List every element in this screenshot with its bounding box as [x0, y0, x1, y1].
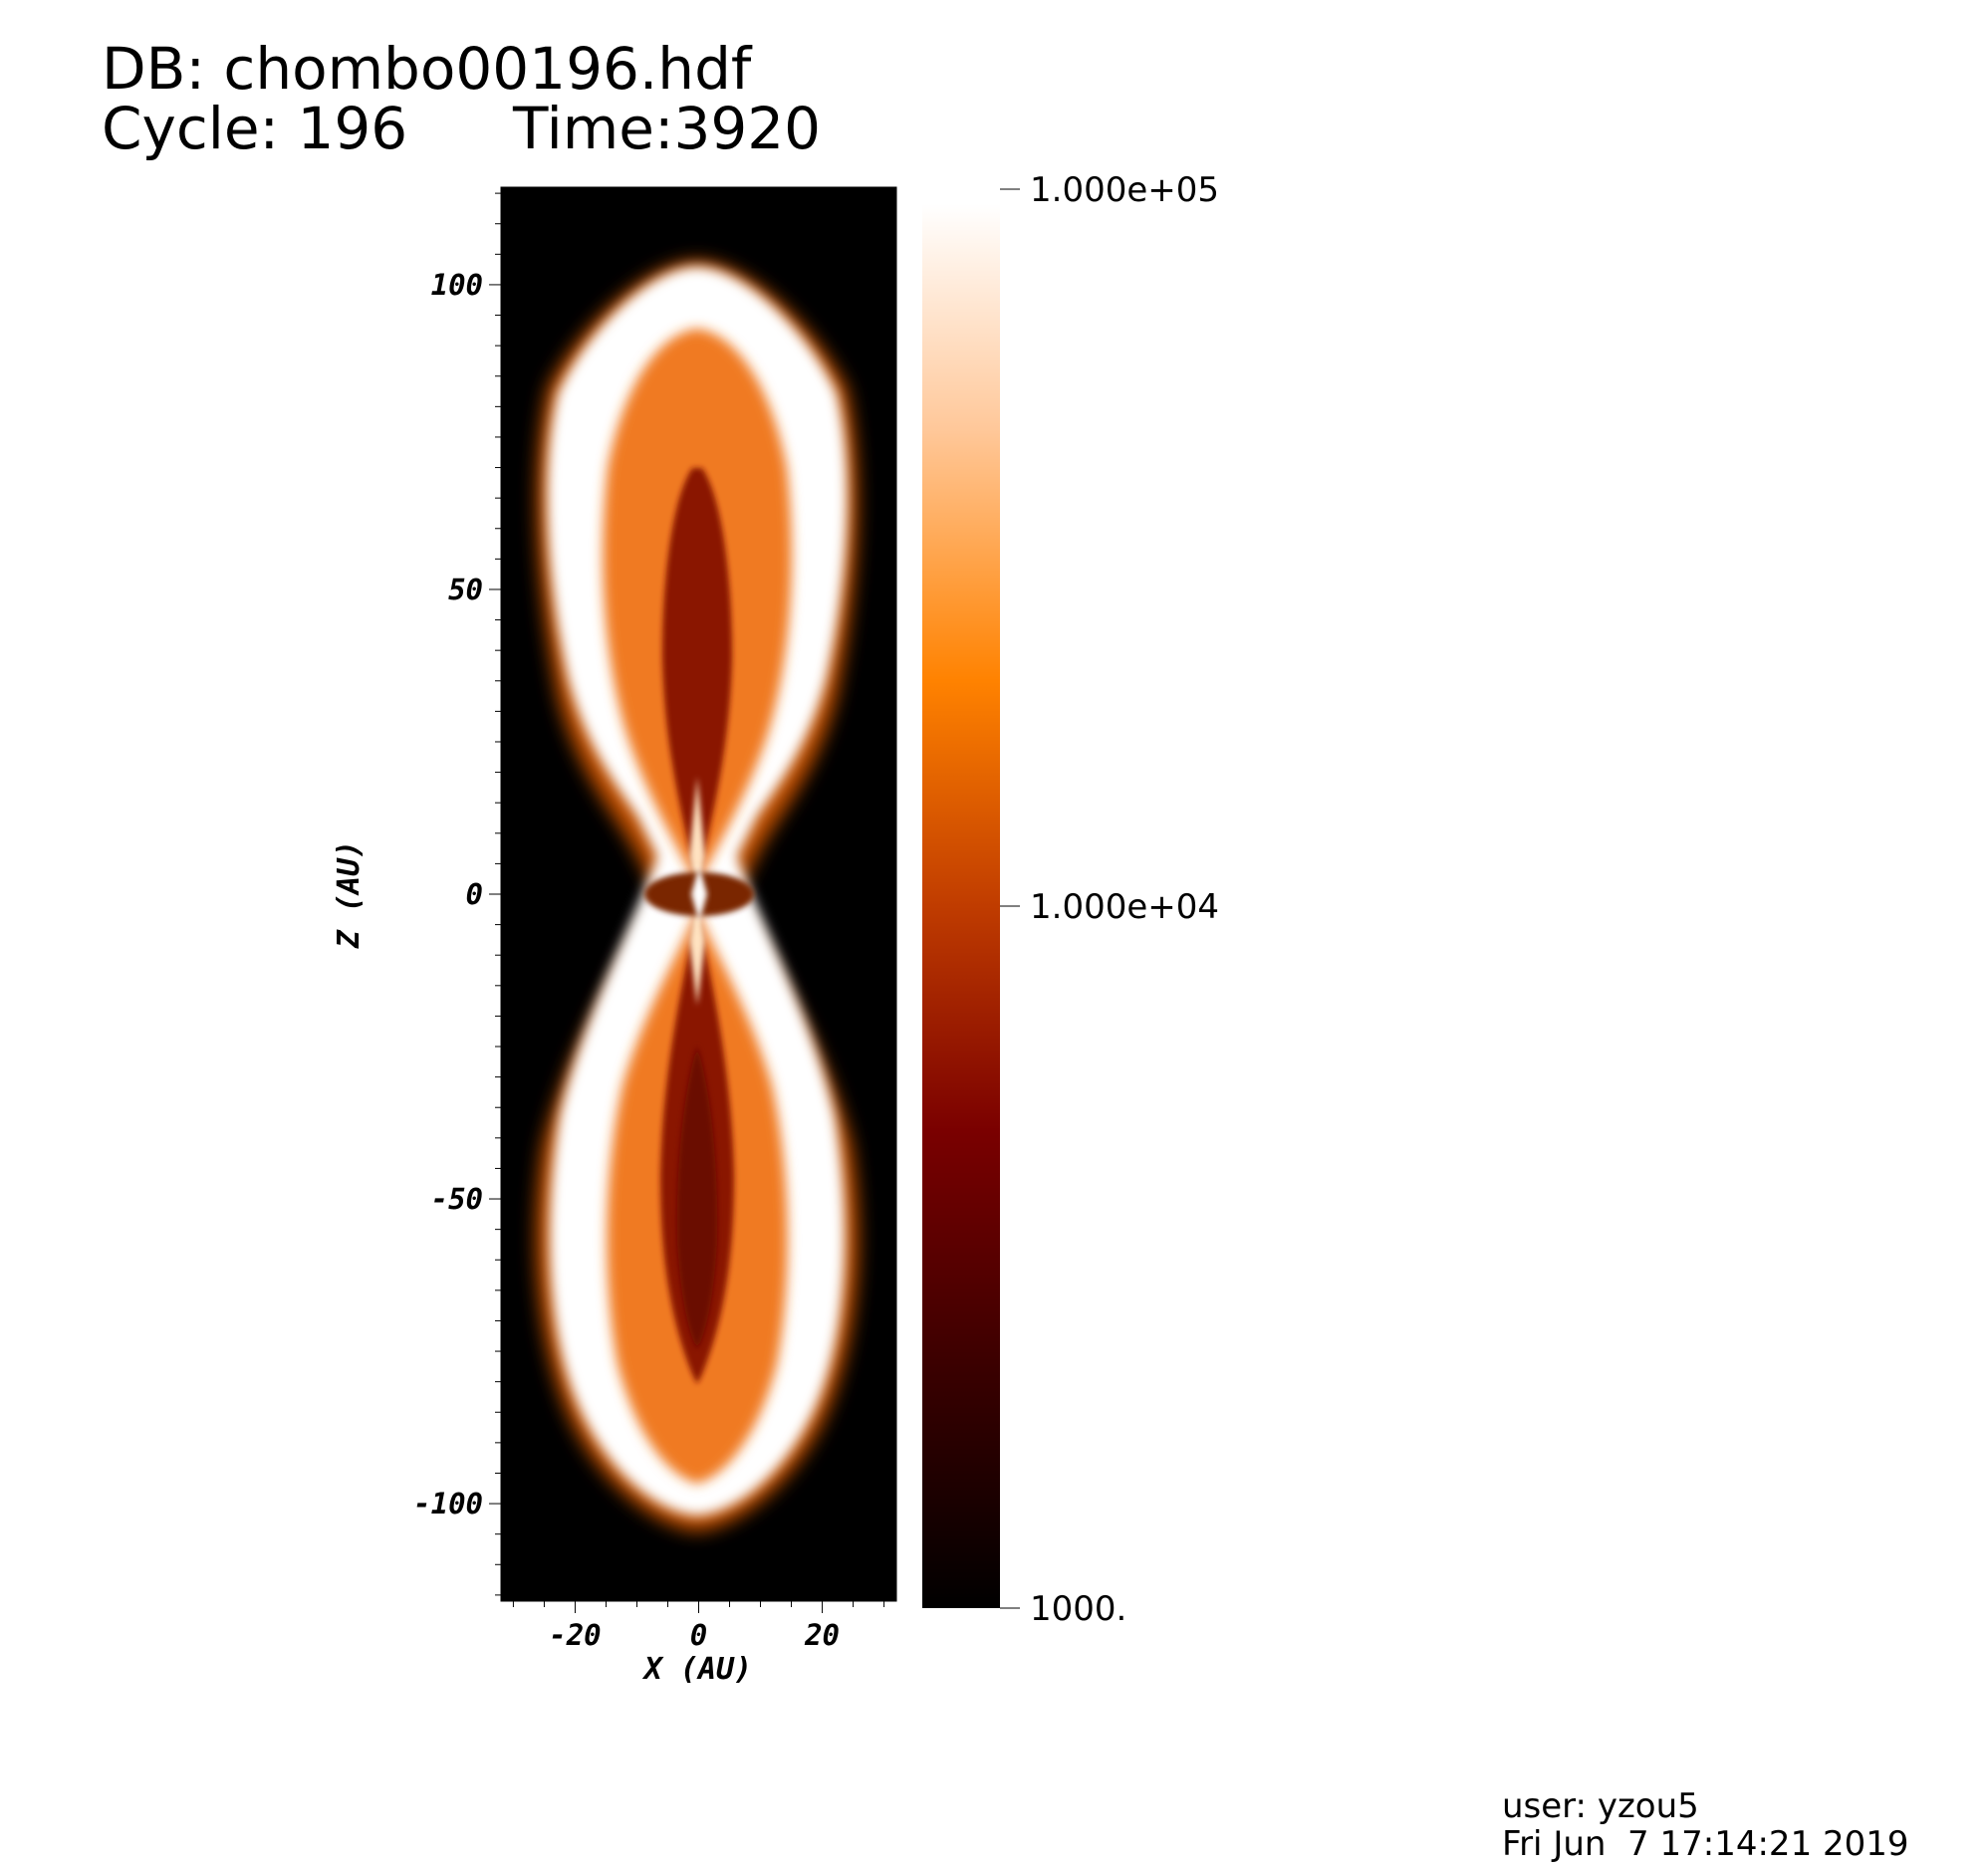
date-label: Fri Jun 7 17:14:21 2019: [1502, 1824, 1909, 1864]
colorbar-ticks: 1.000e+05 1.000e+04 1000.: [1000, 170, 1219, 1629]
y-tick-label: 100: [431, 268, 483, 302]
colorbar-tick-label: 1.000e+05: [1030, 170, 1219, 210]
x-tick-label: 0: [690, 1618, 707, 1652]
x-tick-label: 20: [804, 1618, 840, 1652]
user-label: user: yzou5: [1502, 1786, 1699, 1826]
y-axis: -100 -50 0 50 100: [413, 192, 501, 1596]
y-tick-label: 50: [448, 573, 483, 606]
cycle-label: Cycle: 196: [102, 95, 408, 162]
time-label: Time:3920: [513, 95, 822, 162]
y-tick-label: -50: [431, 1182, 483, 1216]
colorbar-tick-label: 1000.: [1030, 1589, 1126, 1629]
y-tick-label: -100: [413, 1487, 483, 1520]
x-axis: -20 0 20: [512, 1601, 885, 1652]
database-label: DB: chombo00196.hdf: [102, 35, 752, 103]
x-axis-label: X (AU): [641, 1652, 752, 1687]
upper-cavity: [662, 468, 732, 886]
y-tick-label: 0: [466, 877, 483, 911]
x-tick-label: -20: [549, 1618, 601, 1652]
colorbar: [922, 204, 1000, 1608]
colorbar-tick-label: 1.000e+04: [1030, 887, 1219, 927]
central-pinch: [691, 866, 707, 922]
density-field: [536, 261, 859, 1531]
y-axis-label: Z (AU): [332, 840, 367, 949]
lower-cavity-core: [676, 1046, 718, 1349]
